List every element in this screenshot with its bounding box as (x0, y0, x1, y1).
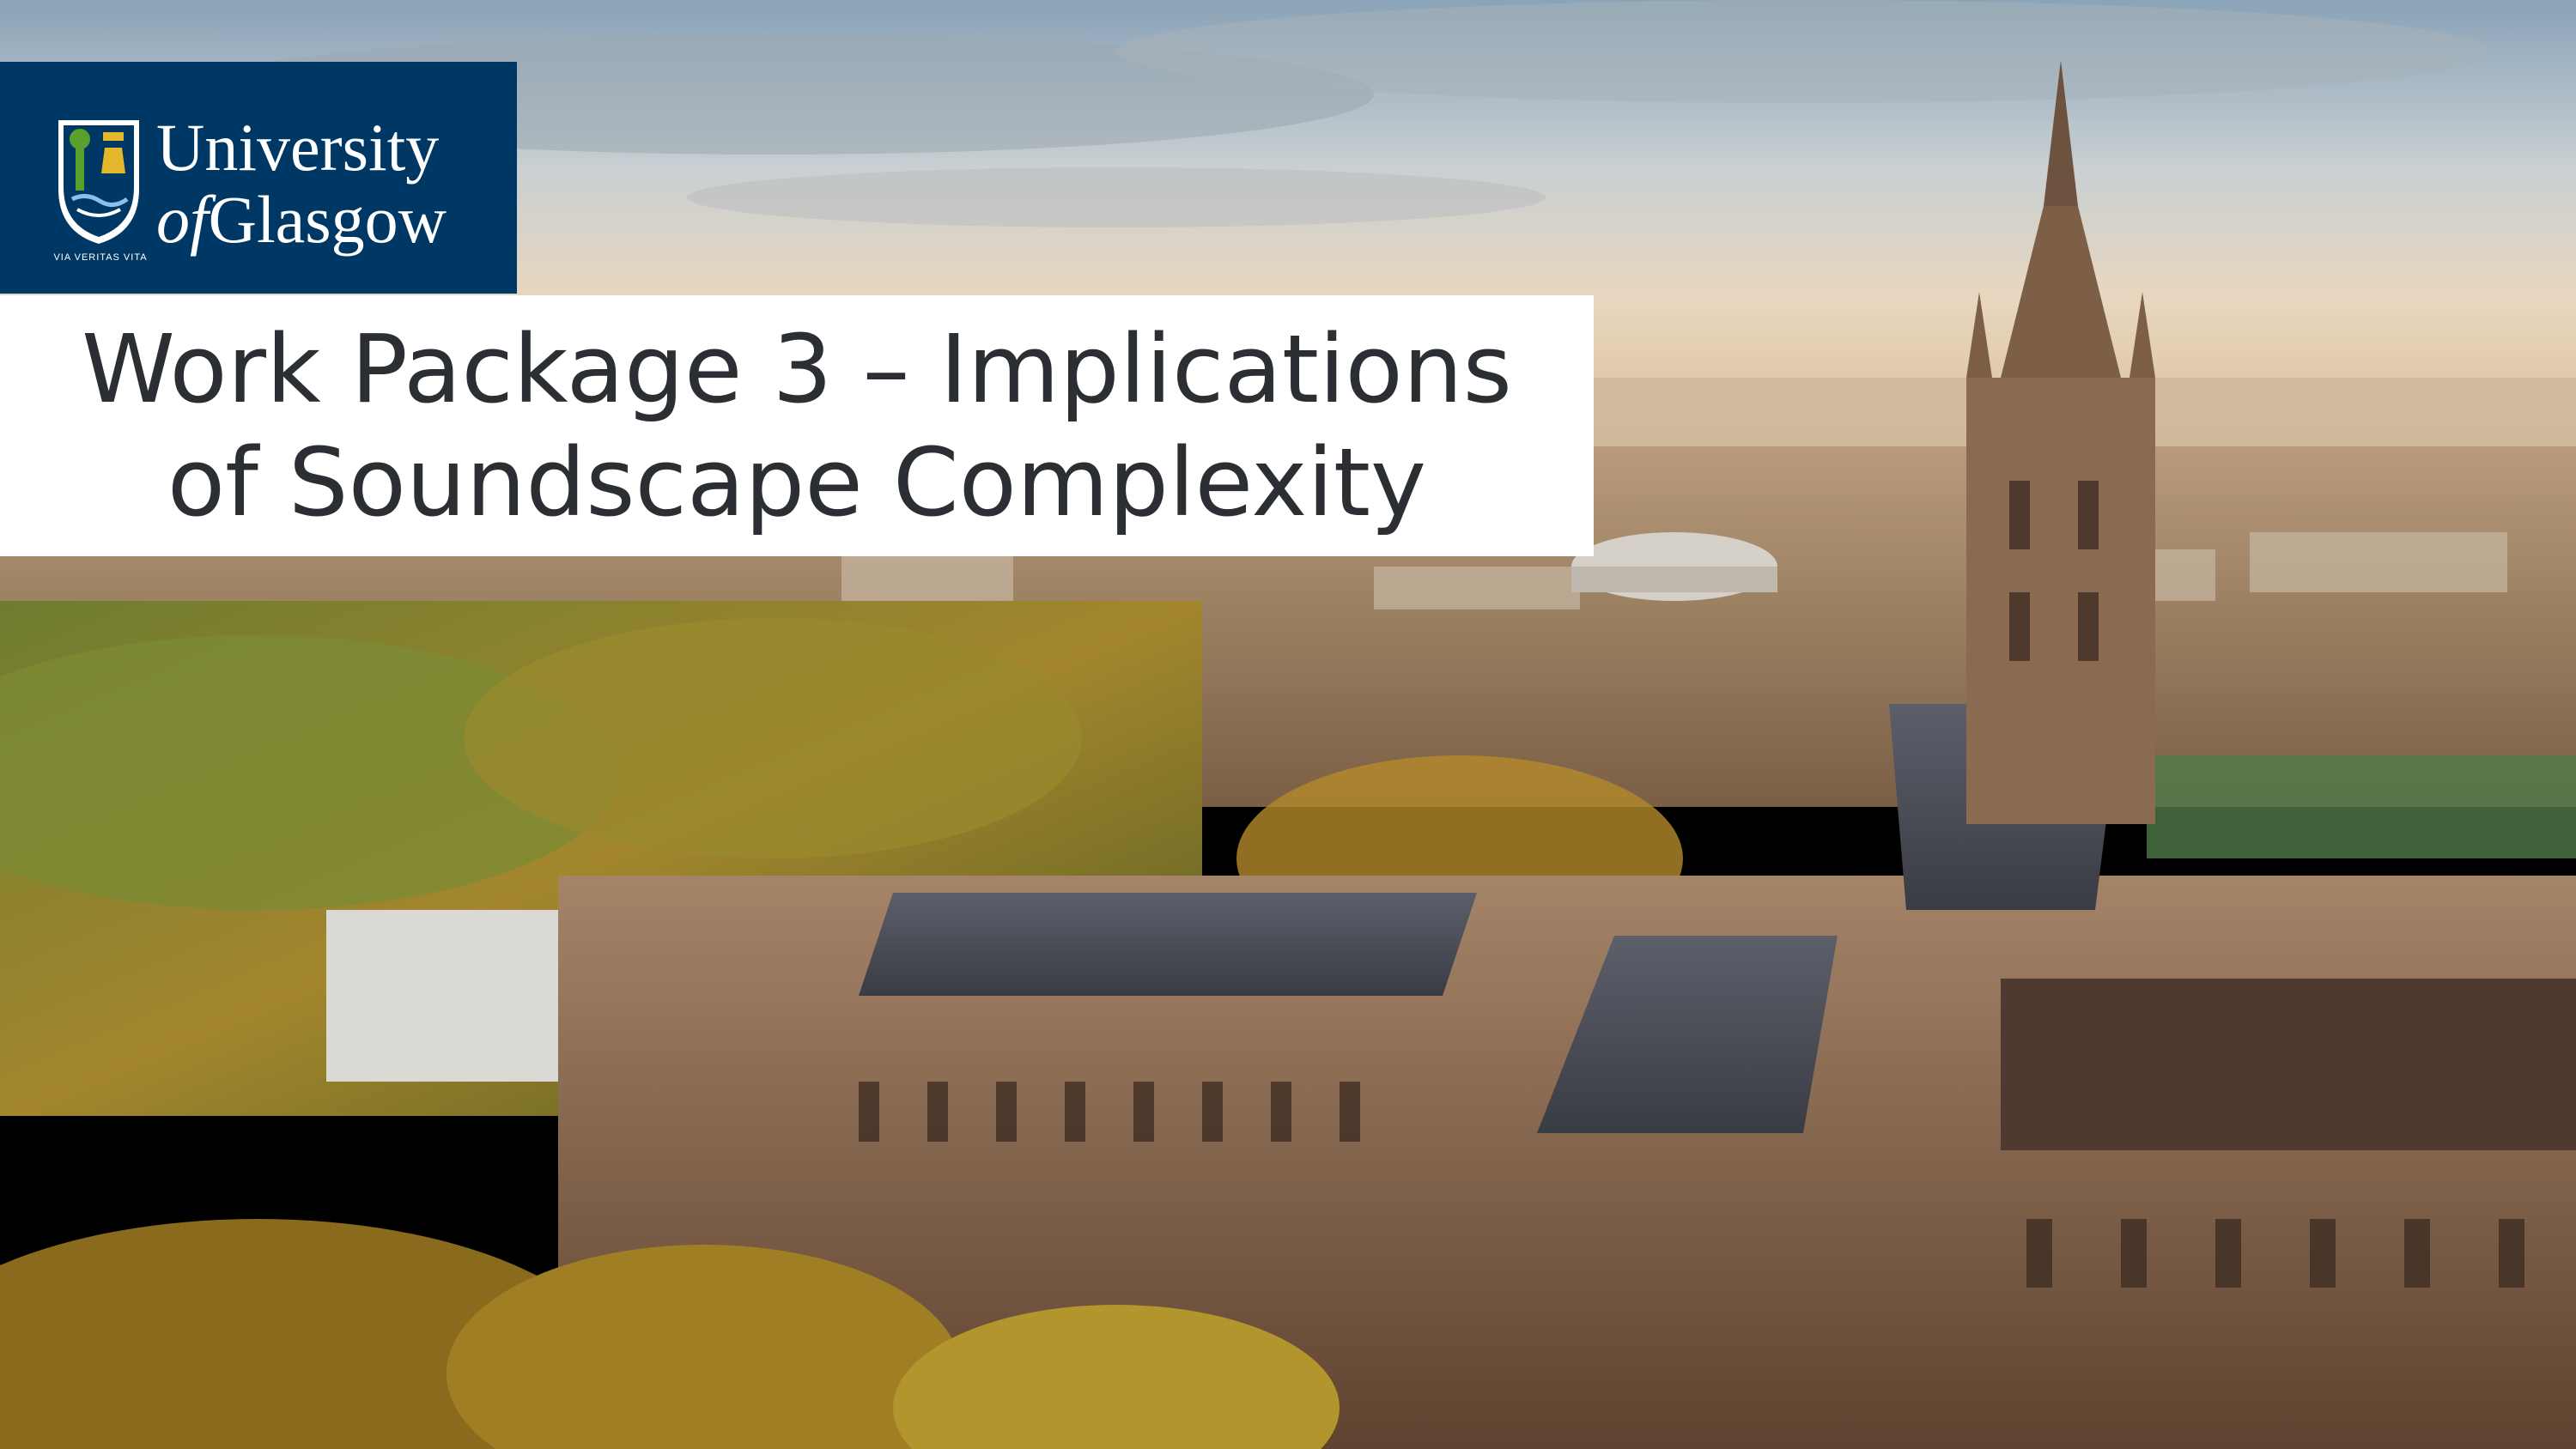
slide-title: Work Package 3 – Implications of Soundsc… (0, 295, 1594, 556)
wordmark-line2: ofGlasgow (156, 184, 447, 256)
university-wordmark: University ofGlasgow (156, 112, 447, 256)
crest-motto: VIA VERITAS VITA (53, 252, 148, 263)
title-box: Work Package 3 – Implications of Soundsc… (0, 295, 1594, 556)
wordmark-line1: University (156, 110, 440, 185)
wordmark-glasgow: Glasgow (208, 182, 447, 257)
wordmark-of: of (156, 182, 209, 257)
university-logo: University ofGlasgow VIA VERITAS VITA (0, 62, 517, 294)
crest-icon (58, 120, 139, 244)
title-line-2: of Soundscape Complexity (167, 427, 1427, 537)
title-line-1: Work Package 3 – Implications (82, 314, 1512, 424)
